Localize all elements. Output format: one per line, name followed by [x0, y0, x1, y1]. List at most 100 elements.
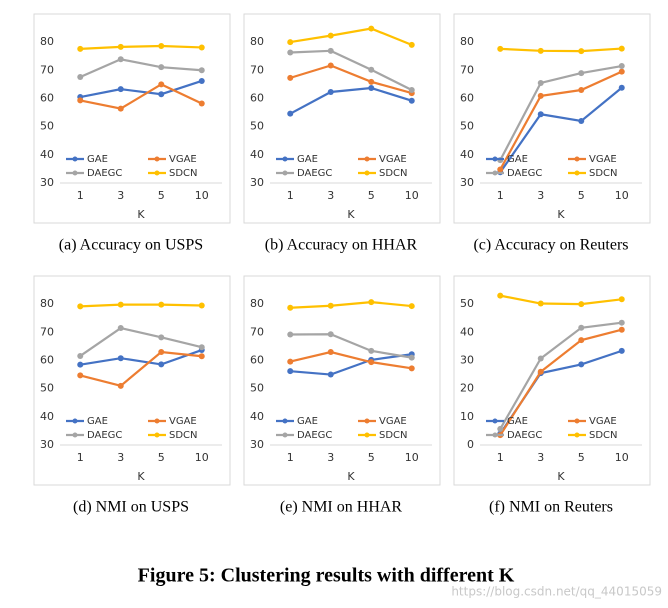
x-tick-label: 10 — [615, 451, 629, 464]
legend-marker — [282, 432, 288, 438]
x-tick-label: 3 — [327, 451, 334, 464]
y-tick-label: 40 — [460, 148, 474, 161]
x-tick-label: 1 — [497, 189, 504, 202]
series-line — [79, 350, 202, 388]
legend-marker — [364, 418, 370, 424]
data-point — [578, 87, 585, 93]
data-point — [368, 85, 375, 92]
legend-label: DAEGC — [297, 430, 332, 441]
data-point — [578, 301, 585, 308]
data-point — [537, 355, 544, 362]
data-point — [497, 45, 504, 52]
legend-label: SDCN — [169, 168, 198, 179]
legend-marker — [492, 432, 498, 438]
data-point — [368, 359, 375, 366]
panel-border — [33, 275, 231, 486]
data-point — [408, 365, 415, 372]
data-point — [618, 326, 625, 333]
legend-marker — [282, 418, 288, 424]
data-point — [327, 302, 334, 309]
x-axis-label: K — [557, 470, 565, 483]
series-line — [289, 64, 413, 95]
legend-marker — [72, 418, 78, 424]
legend-label: SDCN — [379, 430, 408, 441]
y-tick-label: 20 — [460, 382, 474, 395]
series-line — [289, 86, 413, 115]
data-point — [327, 349, 334, 355]
caption: (e) NMI on HHAR — [280, 499, 403, 516]
data-point — [198, 67, 205, 74]
y-tick-label: 50 — [40, 120, 54, 133]
legend-marker — [72, 170, 78, 176]
data-point — [198, 44, 205, 51]
y-tick-label: 40 — [250, 148, 264, 161]
legend-label: VGAE — [169, 416, 197, 427]
legend-marker — [492, 418, 498, 424]
legend-marker — [574, 170, 580, 176]
y-tick-label: 30 — [250, 176, 264, 189]
y-tick-label: 60 — [250, 91, 264, 104]
y-tick-label: 50 — [460, 120, 474, 133]
caption: (a) Accuracy on USPS — [59, 237, 203, 254]
series-line — [499, 86, 623, 173]
data-point — [327, 47, 334, 54]
y-tick-label: 30 — [460, 176, 474, 189]
y-tick-label: 50 — [40, 382, 54, 395]
data-point — [537, 92, 544, 99]
series-line — [80, 83, 203, 110]
y-tick-label: 80 — [40, 35, 54, 48]
data-point — [158, 81, 165, 88]
y-tick-label: 70 — [40, 325, 54, 338]
data-point — [327, 32, 334, 39]
x-tick-label: 3 — [117, 189, 124, 202]
data-point — [287, 368, 294, 375]
data-point — [578, 118, 585, 124]
series-line — [499, 328, 623, 436]
data-point — [368, 25, 375, 32]
data-point — [618, 347, 625, 354]
legend-marker — [492, 156, 498, 162]
x-tick-label: 1 — [287, 189, 294, 202]
data-point — [77, 303, 84, 310]
x-axis-label: K — [347, 208, 355, 221]
data-point — [117, 301, 124, 308]
data-point — [368, 78, 375, 85]
data-point — [287, 304, 294, 311]
data-point — [287, 49, 294, 56]
data-point — [327, 62, 334, 69]
series-line — [499, 64, 622, 161]
legend-label: DAEGC — [507, 168, 542, 179]
data-point — [77, 74, 84, 81]
series-line — [290, 353, 412, 376]
legend-label: DAEGC — [507, 430, 542, 441]
legend-label: VGAE — [169, 154, 197, 165]
data-point — [537, 47, 544, 54]
y-tick-label: 50 — [250, 120, 264, 133]
data-point — [618, 84, 625, 91]
legend-marker — [282, 170, 288, 176]
data-point — [408, 97, 415, 104]
y-tick-label: 30 — [250, 438, 264, 451]
panel-border — [33, 13, 231, 224]
data-point — [618, 296, 625, 303]
y-tick-label: 70 — [250, 325, 264, 338]
x-tick-label: 1 — [497, 451, 504, 464]
y-tick-label: 80 — [250, 35, 264, 48]
legend-label: SDCN — [169, 430, 198, 441]
data-point — [287, 110, 294, 117]
data-point — [497, 425, 504, 432]
panel-border — [243, 13, 441, 224]
data-point — [158, 301, 165, 308]
y-tick-label: 60 — [250, 353, 264, 366]
legend-label: DAEGC — [297, 168, 332, 179]
data-point — [618, 63, 625, 70]
x-axis-label: K — [137, 208, 145, 221]
y-tick-label: 80 — [250, 297, 264, 310]
series-line — [290, 27, 413, 46]
x-axis-label: K — [557, 208, 565, 221]
series-line — [80, 303, 202, 308]
legend-label: VGAE — [379, 416, 407, 427]
x-tick-label: 3 — [117, 451, 124, 464]
data-point — [618, 319, 625, 326]
figure-caption: Figure 5: Clustering results with differ… — [138, 565, 515, 587]
